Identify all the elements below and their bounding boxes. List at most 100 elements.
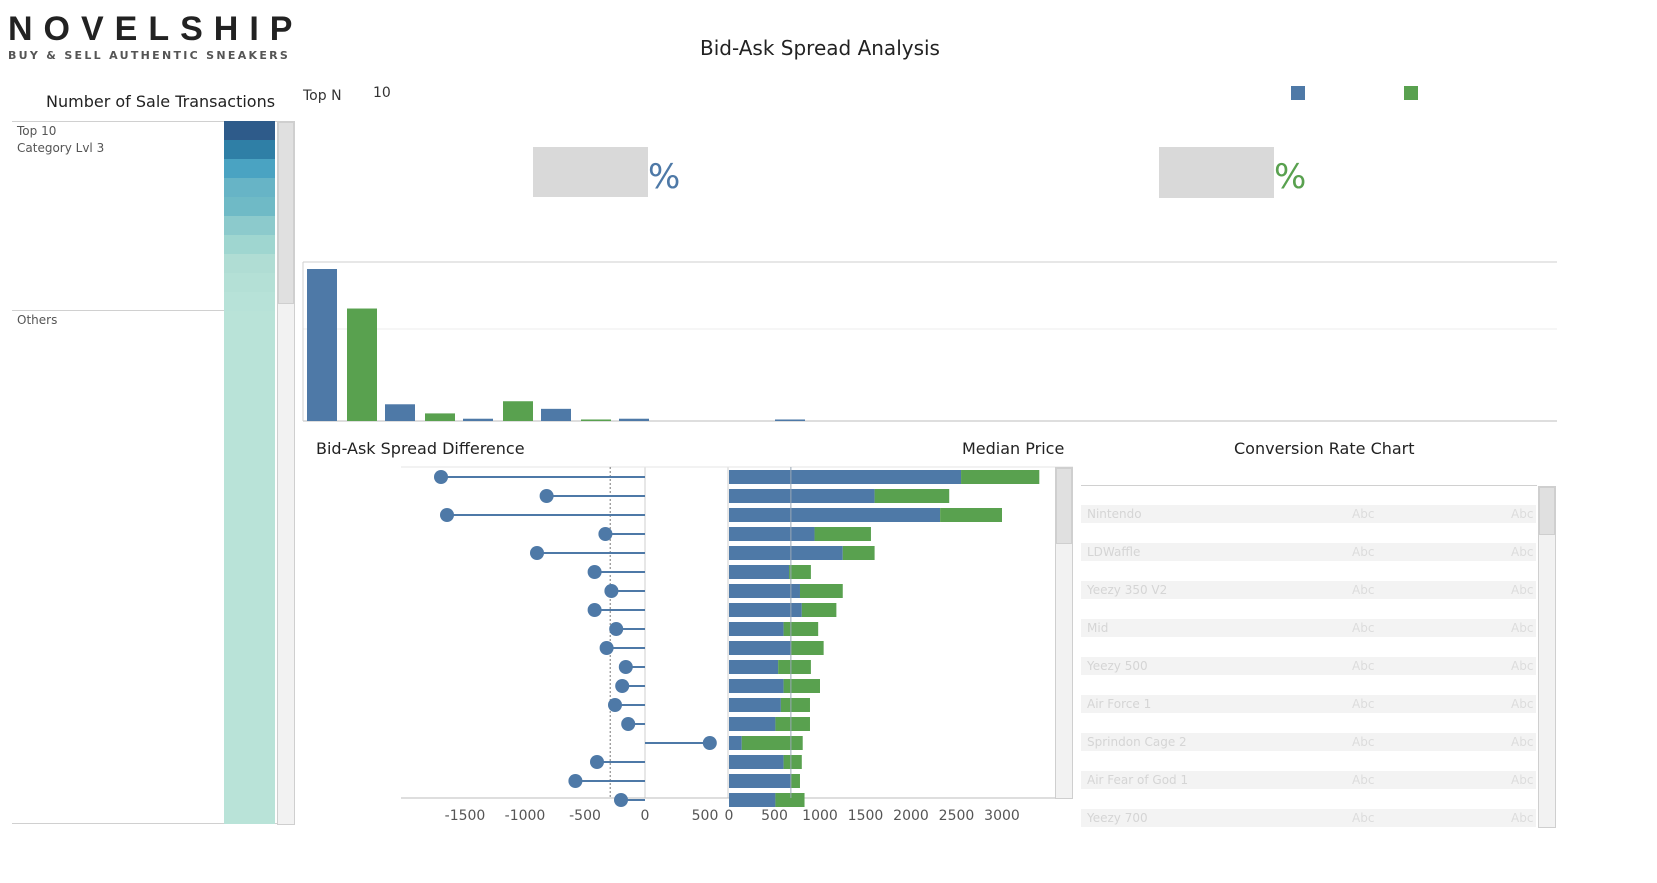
conversion-row-name: Yeezy 350 V2	[1087, 583, 1168, 597]
lollipop-head	[608, 698, 622, 712]
lower-chart-scroll-thumb[interactable]	[1056, 468, 1072, 544]
conversion-row-value: Abc	[1352, 735, 1375, 749]
lollipop-head	[590, 755, 604, 769]
median-bar-blue	[729, 489, 875, 503]
lollipop-head	[434, 470, 448, 484]
transaction-shade-block	[224, 216, 275, 235]
median-bar-blue	[729, 660, 779, 674]
spread-tick-label: -500	[569, 808, 601, 824]
median-bar-blue	[729, 527, 815, 541]
median-bar-blue	[729, 508, 941, 522]
lollipop-head	[440, 508, 454, 522]
median-bar-green	[783, 622, 819, 636]
conversion-row[interactable]: Yeezy 700 Abc Abc	[1081, 809, 1536, 827]
others-label: Others	[17, 313, 58, 327]
median-bar-blue	[729, 736, 742, 750]
conversion-row-name: Nintendo	[1087, 507, 1142, 521]
conversion-row[interactable]: Mid Abc Abc	[1081, 619, 1536, 637]
median-bar-green	[799, 584, 843, 598]
conversion-row-value: Abc	[1352, 697, 1375, 711]
median-tick-label: 1000	[802, 808, 838, 824]
median-bar-green	[780, 698, 810, 712]
conversion-row-name: Air Fear of God 1	[1087, 773, 1189, 787]
lower-chart-scrollbar[interactable]	[1055, 467, 1073, 799]
conversion-row-value: Abc	[1511, 697, 1534, 711]
lollipop-head	[618, 660, 633, 674]
conversion-row[interactable]: Sprindon Cage 2 Abc Abc	[1081, 733, 1536, 751]
kpi-percent-green: %	[1274, 157, 1307, 197]
spread-tick-label: 500	[692, 808, 719, 824]
sale-transactions-title: Number of Sale Transactions	[46, 92, 276, 111]
top-chart-bar	[385, 404, 415, 421]
median-panel-title: Median Price	[962, 439, 1065, 458]
conversion-row-name: Sprindon Cage 2	[1087, 735, 1187, 749]
conversion-row[interactable]: Air Fear of God 1 Abc Abc	[1081, 771, 1536, 789]
spread-tick-label: -1000	[505, 808, 546, 824]
median-bar-blue	[729, 546, 843, 560]
transaction-shade-block	[224, 292, 275, 311]
top-chart-bar	[541, 408, 571, 421]
top-n-value[interactable]: 10	[373, 85, 391, 101]
conversion-row-name: Air Force 1	[1087, 697, 1152, 711]
transaction-shade-block	[224, 273, 275, 292]
conversion-row[interactable]: Yeezy 500 Abc Abc	[1081, 657, 1536, 675]
category-level-label: Category Lvl 3	[17, 141, 105, 155]
left-panel-scroll-thumb[interactable]	[278, 122, 294, 304]
conversion-row-value: Abc	[1511, 507, 1534, 521]
conversion-row-value: Abc	[1511, 735, 1534, 749]
median-bar-blue	[729, 698, 781, 712]
median-bar-green	[775, 717, 810, 731]
conversion-scroll-thumb[interactable]	[1539, 487, 1555, 535]
left-panel-bottom-line	[12, 823, 295, 824]
conversion-row-value: Abc	[1352, 545, 1375, 559]
conversion-row-name: Yeezy 700	[1087, 811, 1148, 825]
brand-logo: NOVELSHIP	[8, 10, 304, 48]
median-bar-blue	[729, 679, 784, 693]
median-tick-label: 1500	[848, 808, 884, 824]
transactions-color-strip	[224, 121, 275, 824]
conversion-scrollbar[interactable]	[1538, 486, 1556, 828]
lollipop-head	[587, 565, 602, 579]
left-panel-divider	[12, 121, 295, 122]
median-bar-blue	[729, 603, 802, 617]
lollipop-head	[609, 622, 624, 636]
brand-tagline: BUY & SELL AUTHENTIC SNEAKERS	[8, 49, 291, 62]
top-chart-bar	[307, 269, 337, 421]
conversion-row-name: Yeezy 500	[1087, 659, 1148, 673]
top-chart-bar	[425, 413, 455, 421]
left-panel-scrollbar[interactable]	[277, 121, 295, 825]
median-bar-blue	[729, 755, 784, 769]
conversion-row[interactable]: Yeezy 350 V2 Abc Abc	[1081, 581, 1536, 599]
conversion-row[interactable]: LDWaffle Abc Abc	[1081, 543, 1536, 561]
transaction-shade-block	[224, 197, 275, 216]
dashboard-title: Bid-Ask Spread Analysis	[700, 36, 940, 60]
median-bar-green	[783, 755, 802, 769]
conversion-row-value: Abc	[1352, 659, 1375, 673]
median-bar-green	[814, 527, 871, 541]
spread-panel-title: Bid-Ask Spread Difference	[316, 439, 525, 458]
conversion-row-value: Abc	[1511, 773, 1534, 787]
top-n-label: Top N	[303, 88, 342, 104]
median-bar-green	[783, 679, 820, 693]
median-tick-label: 500	[761, 808, 788, 824]
median-tick-label: 2500	[939, 808, 975, 824]
median-bar-green	[741, 736, 803, 750]
spread-and-median-chart: -1500 -1000 -500 0 500 0 500 1000 1500 2000 2500 30…	[401, 466, 1073, 824]
median-bar-green	[778, 660, 811, 674]
median-bar-blue	[729, 584, 800, 598]
median-bar-blue	[729, 470, 962, 484]
conversion-row-value: Abc	[1352, 773, 1375, 787]
conversion-row-value: Abc	[1511, 811, 1534, 825]
median-bar-blue	[729, 774, 791, 788]
legend-green-swatch	[1404, 86, 1418, 100]
median-tick-label: 3000	[984, 808, 1020, 824]
conversion-row-name: LDWaffle	[1087, 545, 1141, 559]
conversion-row[interactable]: Nintendo Abc Abc	[1081, 505, 1536, 523]
conversion-panel-title: Conversion Rate Chart	[1234, 439, 1415, 458]
median-bar-green	[842, 546, 875, 560]
conversion-row[interactable]: Air Force 1 Abc Abc	[1081, 695, 1536, 713]
top-bar-chart	[302, 261, 1557, 422]
spread-tick-label: 0	[641, 808, 650, 824]
transaction-shade-block	[224, 235, 275, 254]
conversion-row-value: Abc	[1352, 811, 1375, 825]
